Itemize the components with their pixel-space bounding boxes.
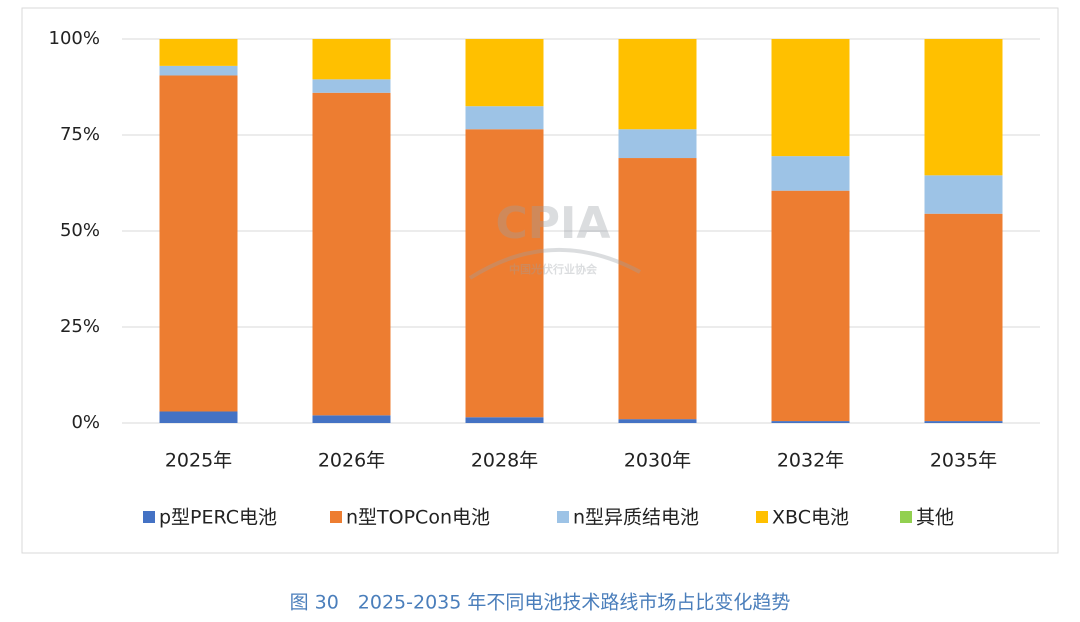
legend-swatch (557, 511, 569, 523)
legend-swatch (330, 511, 342, 523)
x-tick-label: 2028年 (471, 450, 538, 472)
legend-label: 其他 (916, 507, 954, 529)
legend-swatch (756, 511, 768, 523)
bar-segment (312, 415, 391, 423)
bar-segment (771, 39, 850, 157)
bar-segment (312, 92, 391, 416)
watermark: CPIA 中国光伏行业协会 (468, 198, 641, 280)
y-tick-label: 100% (49, 28, 100, 49)
legend-label: XBC电池 (772, 507, 849, 529)
bar-segment (312, 79, 391, 93)
x-tick-label: 2035年 (930, 450, 997, 472)
bar-segment (159, 65, 238, 76)
bar-segment (618, 129, 697, 159)
bar-segment (771, 190, 850, 422)
watermark-arc (468, 248, 641, 280)
watermark-name: 中国光伏行业协会 (509, 262, 598, 276)
caption: 图 30 2025-2035 年不同电池技术路线市场占比变化趋势 (290, 592, 791, 614)
legend-label: n型异质结电池 (573, 507, 699, 529)
bar-segment (618, 419, 697, 423)
y-tick-label: 0% (71, 412, 100, 433)
legend-swatch (900, 511, 912, 523)
bar-segment (312, 39, 391, 80)
bar-segment (924, 213, 1003, 422)
bar-segment (465, 39, 544, 107)
bar-segment (924, 175, 1003, 214)
bar-segment (924, 421, 1003, 423)
bar-segment (465, 417, 544, 423)
y-tick-label: 50% (60, 220, 100, 241)
x-tick-label: 2026年 (318, 450, 385, 472)
bar-segment (924, 39, 1003, 176)
bar-segment (618, 39, 697, 130)
legend-swatch (143, 511, 155, 523)
bar-segment (771, 421, 850, 423)
x-tick-label: 2032年 (777, 450, 844, 472)
x-tick-label: 2025年 (165, 450, 232, 472)
bar-segment (159, 411, 238, 423)
y-tick-label: 75% (60, 124, 100, 145)
watermark-logo: CPIA (496, 198, 611, 249)
y-tick-label: 25% (60, 316, 100, 337)
x-tick-label: 2030年 (624, 450, 691, 472)
bar-segment (159, 39, 238, 66)
bar-segment (465, 106, 544, 130)
legend-label: n型TOPCon电池 (346, 507, 490, 529)
bar-segment (465, 129, 544, 418)
legend-label: p型PERC电池 (159, 507, 277, 529)
bar-segment (159, 75, 238, 412)
bar-segment (618, 158, 697, 420)
bar-segment (771, 156, 850, 191)
